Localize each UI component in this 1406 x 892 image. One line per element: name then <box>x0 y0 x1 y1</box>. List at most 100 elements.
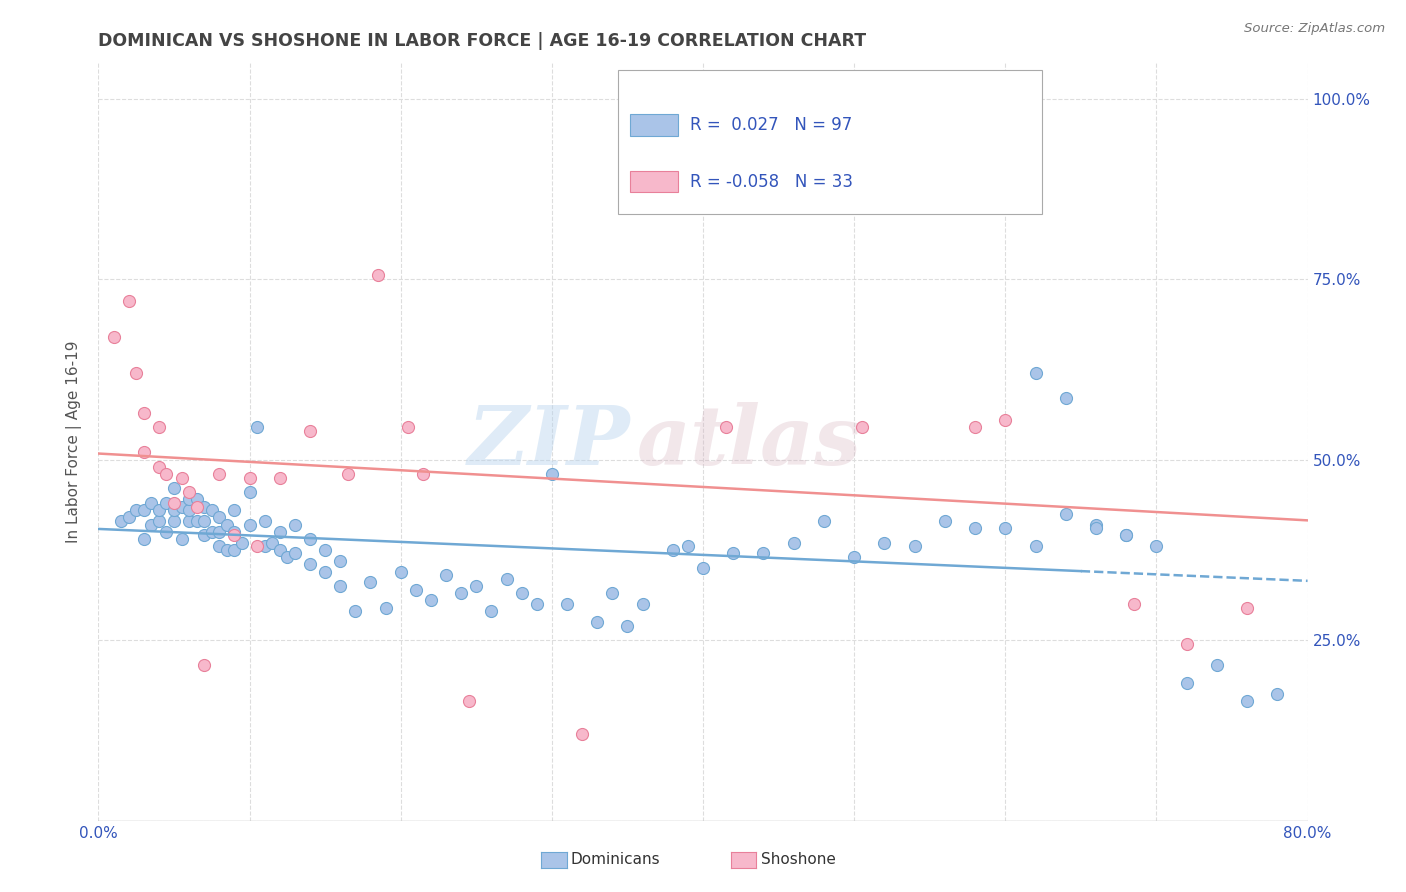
Point <box>148 420 170 434</box>
Point <box>141 496 163 510</box>
Point <box>1054 391 1077 405</box>
Point <box>367 268 389 283</box>
Point <box>284 517 307 532</box>
Point <box>215 542 238 557</box>
Text: Dominicans: Dominicans <box>571 853 661 867</box>
Point <box>965 521 987 535</box>
Point <box>510 586 533 600</box>
Point <box>555 597 578 611</box>
Point <box>873 535 896 549</box>
Point <box>1175 637 1198 651</box>
Point <box>344 604 367 618</box>
Point <box>1085 517 1108 532</box>
Point <box>994 413 1017 427</box>
Point <box>170 500 193 514</box>
Point <box>179 485 201 500</box>
Point <box>155 524 177 539</box>
Point <box>329 579 352 593</box>
Point <box>269 524 291 539</box>
Point <box>299 558 322 572</box>
Point <box>752 546 775 560</box>
Point <box>193 514 215 528</box>
Point <box>132 406 155 420</box>
Point <box>208 524 231 539</box>
Point <box>994 521 1017 535</box>
Point <box>299 532 322 546</box>
Point <box>934 514 956 528</box>
Point <box>208 467 231 481</box>
Point <box>224 528 246 542</box>
Point <box>148 459 170 474</box>
Text: Source: ZipAtlas.com: Source: ZipAtlas.com <box>1244 22 1385 36</box>
Point <box>132 532 155 546</box>
Point <box>526 597 548 611</box>
Point <box>616 618 638 632</box>
Point <box>246 420 269 434</box>
Point <box>723 546 745 560</box>
Bar <box>630 171 678 193</box>
Y-axis label: In Labor Force | Age 16-19: In Labor Force | Age 16-19 <box>66 340 83 543</box>
Point <box>1024 366 1046 380</box>
Text: Shoshone: Shoshone <box>761 853 835 867</box>
Point <box>163 496 186 510</box>
Point <box>125 503 148 517</box>
Point <box>193 658 215 673</box>
Point <box>163 503 186 517</box>
Point <box>1206 658 1229 673</box>
Point <box>783 535 806 549</box>
Point <box>125 366 148 380</box>
Point <box>457 694 479 708</box>
Point <box>844 550 866 565</box>
Point <box>186 514 208 528</box>
Point <box>495 572 517 586</box>
Point <box>186 492 208 507</box>
Point <box>276 550 298 565</box>
Point <box>132 445 155 459</box>
Point <box>1144 539 1167 553</box>
Point <box>434 568 457 582</box>
Text: ZIP: ZIP <box>468 401 630 482</box>
Bar <box>630 114 678 136</box>
Point <box>284 546 307 560</box>
Point <box>1024 539 1046 553</box>
Point <box>110 514 132 528</box>
Point <box>239 470 262 484</box>
Point <box>405 582 427 597</box>
FancyBboxPatch shape <box>619 70 1042 214</box>
Point <box>813 514 835 528</box>
Point <box>208 510 231 524</box>
Point <box>118 293 141 308</box>
Point <box>676 539 699 553</box>
Point <box>1267 687 1289 701</box>
Point <box>450 586 472 600</box>
Point <box>412 467 434 481</box>
Point <box>374 600 396 615</box>
Point <box>586 615 609 629</box>
Point <box>389 565 412 579</box>
Point <box>1236 600 1258 615</box>
Point <box>155 467 177 481</box>
Point <box>155 496 177 510</box>
Point <box>201 503 224 517</box>
Point <box>170 470 193 484</box>
Point <box>246 539 269 553</box>
Point <box>631 597 654 611</box>
Point <box>179 514 201 528</box>
Point <box>179 492 201 507</box>
Point <box>239 485 262 500</box>
Point <box>1115 528 1137 542</box>
Point <box>1115 528 1137 542</box>
Point <box>1085 521 1108 535</box>
Point <box>103 330 125 344</box>
Point <box>314 542 336 557</box>
Point <box>163 514 186 528</box>
Point <box>314 565 336 579</box>
Point <box>148 503 170 517</box>
Point <box>661 542 683 557</box>
Point <box>179 503 201 517</box>
Point <box>602 586 624 600</box>
Point <box>170 532 193 546</box>
Point <box>118 510 141 524</box>
Point <box>1236 694 1258 708</box>
Point <box>253 539 276 553</box>
